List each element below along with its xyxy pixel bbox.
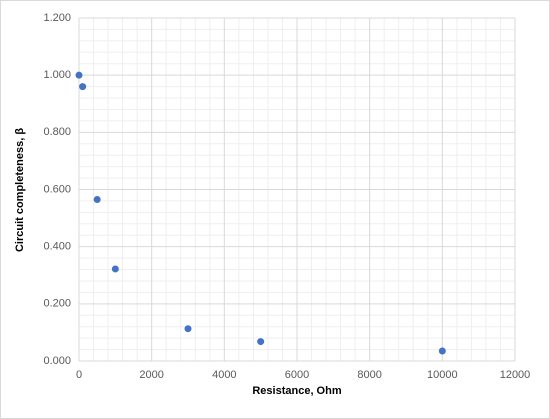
y-tick-label: 0.600 — [43, 183, 71, 195]
y-axis-title: Circuit completeness, β — [14, 128, 26, 252]
x-axis-title: Resistance, Ohm — [252, 385, 341, 397]
x-tick-label: 0 — [76, 369, 82, 381]
x-tick-label: 10000 — [427, 369, 458, 381]
point — [184, 325, 192, 333]
x-tick-label: 8000 — [357, 369, 381, 381]
y-tick-label: 0.400 — [43, 241, 71, 253]
y-tick-label: 0.200 — [43, 298, 71, 310]
point — [79, 83, 87, 91]
x-tick-label: 4000 — [212, 369, 236, 381]
point — [93, 196, 101, 204]
y-tick-label: 1.200 — [43, 12, 71, 24]
x-tick-label: 12000 — [500, 369, 531, 381]
x-tick-label: 2000 — [139, 369, 163, 381]
y-tick-label: 1.000 — [43, 69, 71, 81]
y-tick-label: 0.800 — [43, 126, 71, 138]
point — [438, 347, 446, 355]
point — [257, 338, 265, 346]
y-tick-label: 0.000 — [43, 355, 71, 367]
point — [111, 265, 119, 273]
point — [75, 71, 83, 79]
x-tick-label: 6000 — [285, 369, 309, 381]
